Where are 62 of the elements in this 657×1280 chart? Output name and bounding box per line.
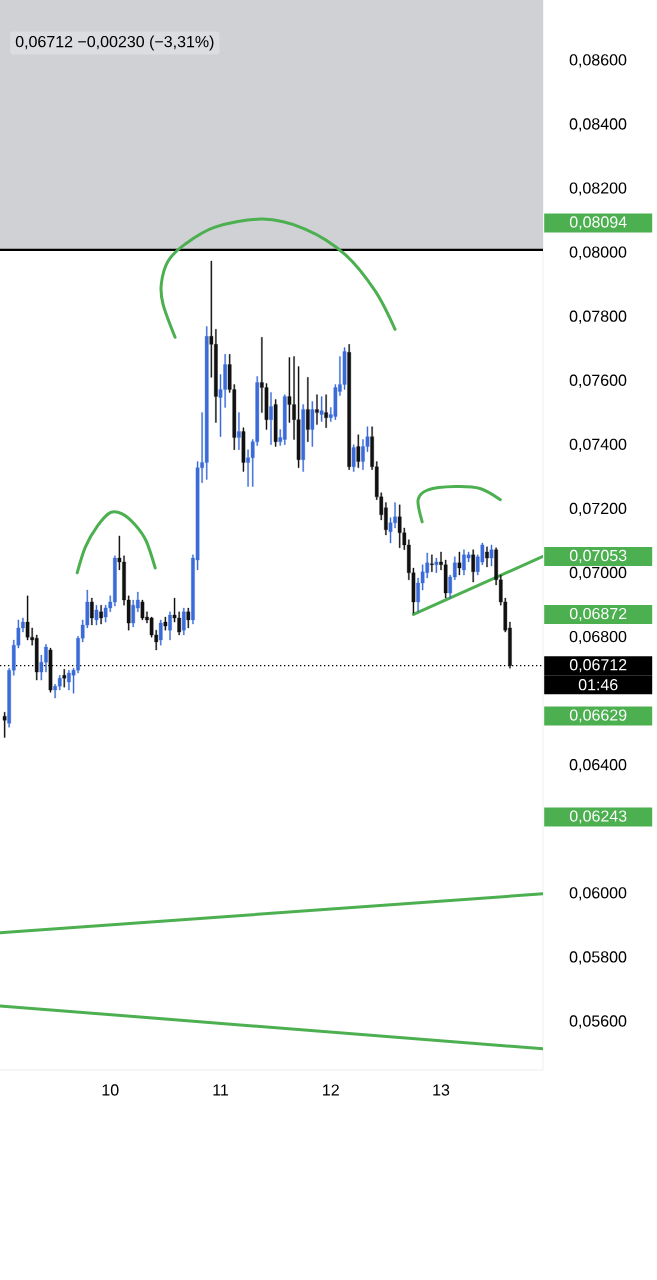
- candlestick: [204, 326, 209, 480]
- x-tick-label: 10: [102, 1084, 119, 1096]
- candlestick: [158, 619, 163, 646]
- candlestick: [351, 444, 356, 472]
- x-tick-label: 11: [213, 1084, 229, 1096]
- candlestick: [324, 394, 328, 428]
- candlestick: [282, 394, 287, 445]
- y-tick-label: 0,08200: [569, 182, 627, 196]
- candlestick: [347, 344, 352, 470]
- candlestick: [48, 647, 53, 693]
- candlestick: [273, 399, 278, 447]
- y-tick-label: 0,08600: [569, 54, 627, 68]
- y-tick-label: 0,06400: [569, 759, 627, 773]
- annotation: 0,07053: [569, 549, 627, 564]
- y-tick-label: 0,07800: [569, 310, 627, 324]
- candlestick: [489, 544, 494, 567]
- ref-line-label: 0,06712: [569, 659, 627, 673]
- candlestick: [241, 427, 246, 472]
- y-tick-label: 0,08400: [569, 118, 627, 132]
- candlestick: [430, 554, 434, 572]
- text: 0,06629: [569, 709, 627, 723]
- candlestick: [181, 607, 186, 636]
- candlestick: [306, 377, 310, 442]
- candlestick: [315, 394, 319, 425]
- y-tick-label: 0,08000: [569, 246, 627, 260]
- candlestick: [99, 604, 103, 625]
- candlestick: [269, 392, 273, 445]
- candlestick: [310, 401, 315, 447]
- candlestick: [485, 546, 489, 568]
- text: 0,06243: [569, 810, 627, 824]
- candlestick: [90, 597, 94, 626]
- candlestick: [237, 412, 241, 450]
- y-tick-label: 0,07200: [569, 502, 627, 516]
- candlestick: [163, 616, 168, 631]
- candlestick: [457, 551, 462, 576]
- candlestick: [62, 669, 67, 688]
- y-tick-label: 0,07400: [569, 438, 627, 452]
- candlestick: [301, 404, 306, 472]
- candlestick: [356, 434, 361, 468]
- candlestick: [319, 396, 324, 422]
- candlestick: [186, 607, 191, 629]
- y-tick-label: 0,07000: [569, 566, 627, 581]
- line-series: [159, 217, 397, 339]
- x-tick-label: 13: [433, 1084, 450, 1096]
- candlestick: [434, 557, 439, 573]
- line-series: [416, 485, 502, 524]
- text: 01:46: [578, 679, 618, 691]
- annotation: 0,08094: [569, 216, 627, 230]
- y-tick-label: 0,06800: [569, 630, 627, 645]
- y-tick-label: 0,05600: [569, 1015, 627, 1029]
- y-tick-label: 0,07600: [569, 374, 627, 388]
- candlestick: [140, 599, 145, 621]
- text: 0,06712 −0,00230 (−3,31%): [15, 35, 214, 51]
- candlestick: [94, 604, 99, 626]
- line-series: [75, 510, 157, 575]
- text: 0,06872: [569, 607, 627, 622]
- x-tick-label: 12: [323, 1084, 339, 1096]
- candlestick: [471, 549, 476, 583]
- y-tick-label: 0,06000: [569, 887, 627, 901]
- y-tick-label: 0,05800: [569, 951, 627, 965]
- candlestick: [168, 611, 172, 641]
- candlestick: [2, 711, 7, 738]
